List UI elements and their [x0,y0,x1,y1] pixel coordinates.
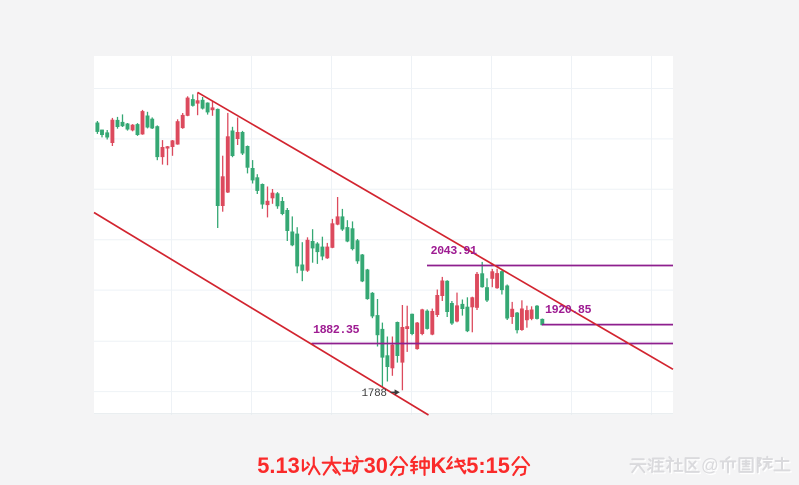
svg-text:5:15: 5:15 [466,453,510,478]
svg-text:30: 30 [364,453,388,478]
svg-text:@: @ [702,457,720,477]
svg-text:@: @ [701,455,719,475]
svg-text:2043.91: 2043.91 [431,244,477,258]
svg-text:5.13: 5.13 [257,453,299,478]
svg-text:1788: 1788 [362,388,387,400]
svg-text:1882.35: 1882.35 [313,323,359,337]
svg-text:K: K [431,453,447,478]
svg-text:1920.85: 1920.85 [545,303,591,317]
